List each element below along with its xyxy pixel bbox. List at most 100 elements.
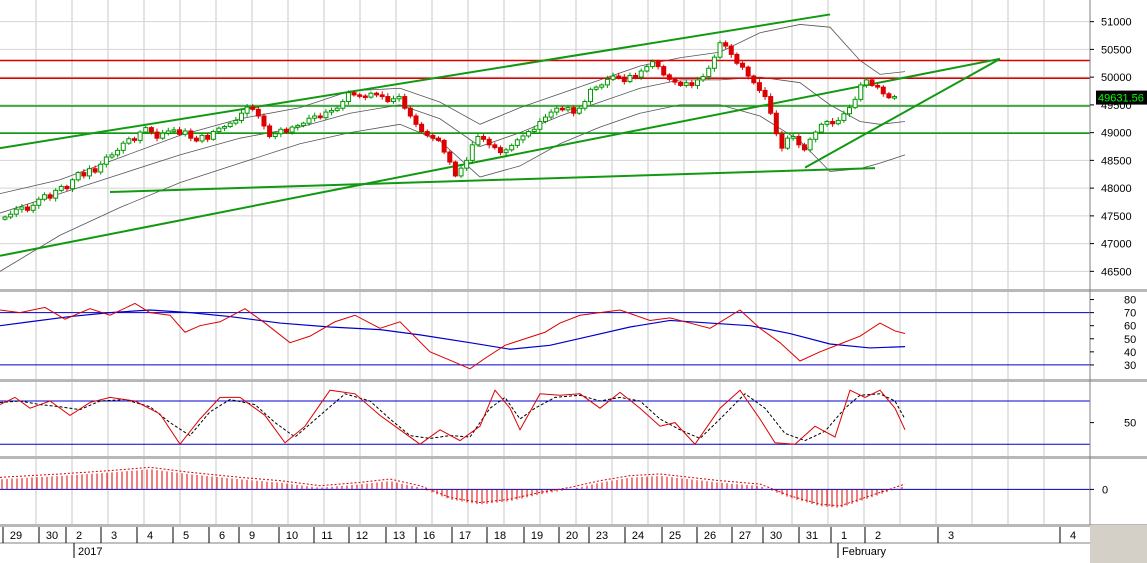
candle-body — [509, 144, 515, 151]
panel-separator — [0, 524, 1147, 527]
candle-body — [599, 84, 605, 88]
day-tick-label: 25 — [669, 530, 681, 542]
candle-body — [75, 172, 81, 181]
candle-body — [289, 126, 295, 133]
candle-body — [706, 67, 712, 78]
candle-body — [520, 135, 526, 141]
candle-body — [503, 149, 509, 154]
candle-body — [717, 42, 723, 58]
candle-body — [436, 137, 442, 141]
day-tick-label: 3 — [111, 530, 117, 542]
candle-body — [317, 115, 323, 119]
day-tick-label: 31 — [806, 530, 818, 542]
candle-body — [193, 137, 199, 142]
candle-body — [678, 81, 684, 86]
candle-body — [711, 56, 717, 69]
candle-body — [340, 101, 346, 109]
candle-body — [143, 127, 149, 133]
candle-body — [807, 138, 813, 151]
candle-body — [773, 112, 779, 135]
candle-body — [30, 204, 36, 211]
candle-body — [272, 133, 278, 138]
candle-body — [109, 154, 115, 158]
candle-body — [633, 74, 639, 78]
candle-body — [58, 185, 64, 191]
day-tick-label: 17 — [459, 530, 471, 542]
candle-body — [469, 144, 475, 161]
day-tick-label: 2 — [76, 530, 82, 542]
candle-body — [120, 142, 126, 151]
bollinger-upper-band — [0, 24, 906, 195]
trendline — [804, 57, 1001, 169]
candle-body — [238, 112, 244, 121]
rsi-tick-label: 70 — [1124, 308, 1136, 320]
candle-body — [824, 121, 830, 125]
candle-body — [762, 89, 768, 98]
candle-body — [284, 128, 289, 133]
candle-body — [627, 74, 633, 83]
last-price-badge — [1096, 90, 1147, 105]
axis-labels: 51000 50500 50000 4 9 50 0 49000 48500 48000 47500… — [10, 17, 1147, 558]
panel-separator — [0, 289, 1147, 292]
candle-body — [368, 92, 374, 98]
panel-separator — [0, 379, 1147, 382]
candle-body — [205, 134, 211, 140]
candle-body — [81, 172, 87, 177]
day-tick-label: 24 — [632, 530, 644, 542]
candle-body — [875, 84, 881, 88]
candle-body — [36, 198, 42, 206]
candle-body — [312, 115, 318, 119]
candle-body — [233, 119, 239, 124]
candle-body — [745, 66, 751, 77]
stochastic-panel — [0, 389, 1090, 446]
candle-body — [661, 66, 667, 76]
day-tick-label: 12 — [356, 530, 368, 542]
candle-body — [199, 134, 205, 142]
candle-body — [666, 74, 672, 80]
price-tick-label: 50000 — [1101, 72, 1132, 84]
trendline — [0, 13, 831, 150]
candle-body — [25, 206, 31, 211]
day-tick-label: 27 — [739, 530, 751, 542]
candle-body — [19, 206, 25, 210]
panel-separator — [0, 456, 1147, 459]
candle-body — [295, 124, 301, 128]
stochastic-tick-label: 50 — [1124, 418, 1136, 430]
candle-body — [441, 139, 447, 153]
candle-body — [497, 147, 503, 154]
candle-body — [345, 92, 351, 103]
price-tick-label: 48500 — [1101, 155, 1132, 167]
candle-body — [542, 116, 548, 123]
candle-body — [785, 137, 791, 149]
candle-body — [571, 107, 577, 114]
rsi-tick-label: 30 — [1124, 360, 1136, 372]
candle-body — [222, 126, 228, 129]
candle-body — [576, 107, 582, 114]
candle-body — [92, 168, 98, 173]
price-tick-label: 51000 — [1101, 17, 1132, 29]
candle-body — [126, 138, 132, 144]
day-tick-label: 4 — [147, 530, 153, 542]
day-tick-label: 5 — [183, 530, 189, 542]
candle-body — [672, 78, 678, 83]
candle-body — [813, 131, 819, 140]
candle-body — [396, 96, 402, 100]
rsi-average-line — [0, 309, 906, 350]
candle-body — [740, 62, 746, 68]
macd-signal-line — [0, 466, 906, 507]
candle-body — [537, 121, 543, 130]
candle-body — [847, 107, 852, 115]
rsi-tick-label: 80 — [1124, 295, 1136, 307]
candle-body — [683, 82, 689, 86]
candle-body — [216, 127, 222, 133]
candle-body — [64, 185, 70, 190]
day-tick-label: 13 — [393, 530, 405, 542]
candle-body — [323, 111, 329, 119]
candle-body — [171, 129, 177, 132]
candle-body — [261, 115, 267, 127]
candle-body — [700, 76, 706, 81]
candle-body — [694, 79, 700, 86]
candle-body — [565, 107, 571, 111]
rsi-tick-label: 60 — [1124, 321, 1136, 333]
candle-body — [464, 159, 470, 169]
